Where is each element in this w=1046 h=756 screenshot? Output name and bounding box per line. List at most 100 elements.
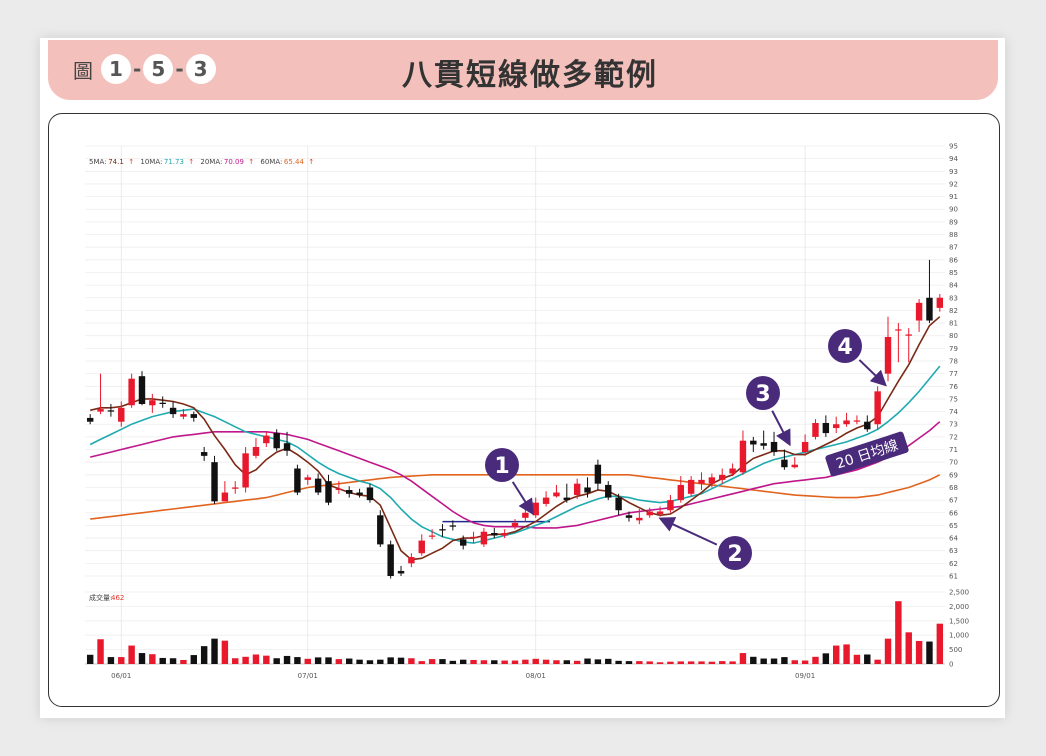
- candle-body: [242, 453, 249, 488]
- volume-bar: [936, 623, 944, 664]
- volume-bar: [791, 660, 798, 664]
- candle-body: [646, 511, 653, 516]
- volume-bar: [832, 645, 840, 664]
- number-marker-label: 2: [727, 542, 742, 567]
- ma-legend-value: 74.1: [108, 158, 124, 166]
- volume-bar: [915, 640, 923, 664]
- ma10-line: [89, 365, 941, 544]
- volume-bar: [459, 659, 467, 664]
- ma-legend-value: 71.73: [164, 158, 184, 166]
- figure-number-part: 1: [101, 54, 131, 84]
- volume-bar: [439, 659, 446, 664]
- candle-body: [884, 336, 892, 374]
- candle-body: [159, 402, 166, 404]
- candle-body: [263, 435, 270, 444]
- candle-body: [449, 525, 457, 527]
- candle-body: [356, 492, 363, 496]
- price-tick-label: 95: [949, 143, 958, 151]
- volume-bar: [605, 658, 612, 664]
- candle-body: [781, 459, 788, 468]
- volume-bar: [615, 660, 622, 664]
- figure-title: 八貫短線做多範例: [402, 58, 658, 93]
- volume-bar: [926, 641, 933, 664]
- volume-bar: [584, 658, 591, 664]
- candle-body: [708, 477, 716, 484]
- candle-body: [853, 420, 861, 422]
- candle-body: [200, 452, 208, 456]
- candle-body: [501, 533, 508, 536]
- marker-arrow: [858, 359, 887, 387]
- candle-body: [273, 433, 280, 449]
- volume-tick-label: 1,000: [949, 632, 969, 640]
- figure-number-part: 3: [185, 54, 216, 84]
- volume-bar: [263, 655, 270, 664]
- candle-body: [605, 484, 612, 498]
- ma-legend-label: 10MA:: [140, 158, 162, 166]
- volume-bar: [138, 653, 146, 664]
- volume-bar: [687, 661, 695, 664]
- volume-bar: [573, 660, 581, 664]
- volume-bar: [159, 657, 166, 664]
- volume-bar: [273, 658, 280, 664]
- candle-body: [656, 511, 664, 515]
- volume-bar: [304, 658, 311, 664]
- candle-body: [801, 441, 809, 453]
- volume-bar: [356, 659, 363, 664]
- candle-body: [553, 492, 560, 497]
- candle-body: [439, 529, 446, 531]
- volume-bar: [480, 660, 488, 664]
- candle-body: [843, 420, 850, 425]
- chart-frame: 61 62 63 64 65 66 67 68 69 70 71 72 73 74 75 76 77 78 79 80…: [48, 113, 1000, 707]
- price-tick-label: 91: [949, 193, 958, 201]
- volume-bar: [346, 658, 353, 664]
- volume-bar: [594, 659, 602, 664]
- volume-bar: [97, 639, 104, 664]
- price-tick-label: 69: [949, 471, 958, 479]
- price-tick-label: 93: [949, 168, 958, 176]
- candle-body: [926, 297, 933, 321]
- price-tick-label: 62: [949, 560, 958, 568]
- volume-bar: [397, 657, 405, 664]
- candle-body: [221, 492, 229, 502]
- volume-bar: [408, 658, 415, 664]
- candle-body: [480, 531, 488, 545]
- ma-legend-arrow: ↑: [128, 158, 134, 166]
- candle-body: [314, 478, 322, 493]
- candle-body: [936, 297, 944, 308]
- volume-bar: [801, 660, 809, 664]
- volume-bar: [366, 660, 374, 664]
- volume-bar: [750, 656, 757, 664]
- candle-body: [294, 468, 301, 493]
- volume-tick-label: 500: [949, 646, 962, 654]
- candle-body: [107, 410, 115, 412]
- price-tick-label: 72: [949, 433, 958, 441]
- volume-bar: [169, 658, 177, 664]
- candle-body: [283, 443, 291, 451]
- candle-body: [864, 421, 871, 430]
- candle-body: [335, 488, 343, 490]
- number-marker-label: 4: [837, 335, 852, 360]
- candle-body: [459, 539, 467, 546]
- volume-tick-label: 0: [949, 661, 953, 669]
- price-tick-label: 90: [949, 206, 958, 214]
- candle-body: [542, 497, 550, 504]
- volume-legend-value: 462: [111, 594, 124, 602]
- candle-body: [677, 484, 684, 501]
- candle-body: [86, 417, 94, 422]
- volume-bar: [781, 657, 788, 664]
- figure-prefix: 圖: [73, 59, 93, 83]
- volume-bar: [200, 646, 208, 664]
- candle-body: [770, 441, 778, 453]
- ma-legend-arrow: ↑: [188, 158, 194, 166]
- marker-arrow: [658, 517, 718, 546]
- candle-body: [729, 468, 736, 474]
- candle-body: [428, 535, 436, 537]
- candle-body: [387, 544, 394, 576]
- volume-bar: [252, 654, 260, 664]
- candle-body: [232, 487, 239, 489]
- figure-number-dash: -: [133, 57, 142, 81]
- candle-body: [563, 497, 571, 501]
- volume-bar: [190, 655, 198, 664]
- ma-legend-value: 65.44: [284, 158, 305, 166]
- candle-body: [584, 487, 591, 493]
